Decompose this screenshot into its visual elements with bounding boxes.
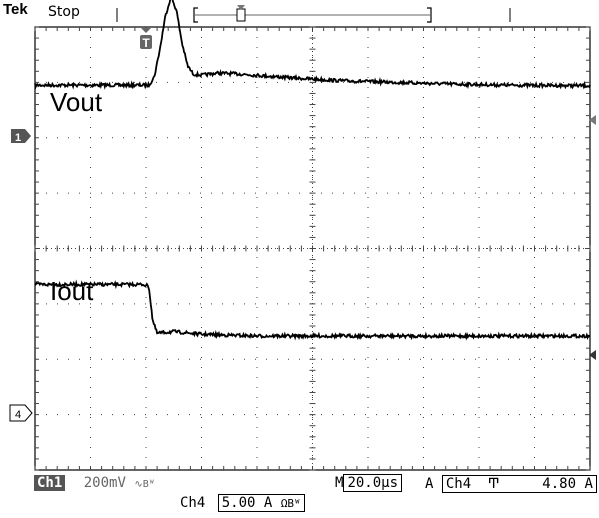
trigger-mode: A xyxy=(425,476,434,492)
record-window-marker xyxy=(236,8,246,22)
brand-label: Tek xyxy=(3,1,28,18)
ch4-tag: Ch4 xyxy=(180,495,206,511)
timebase-prefix: M xyxy=(335,475,344,491)
ch4-impedance-icon: ΩBᵂ xyxy=(280,497,301,510)
ch4-ground-marker: 4 xyxy=(9,404,33,422)
ch1-readout: Ch1 200mV ∿Bᵂ xyxy=(34,475,155,491)
record-position-bar xyxy=(116,5,511,23)
trigger-level-marker xyxy=(589,350,596,360)
ch1-tag: Ch1 xyxy=(34,475,66,491)
graticule xyxy=(34,26,591,471)
series-label-vout: Vout xyxy=(50,87,103,117)
trigger-info-box: Ch4 Ͳ 4.80 A xyxy=(441,475,597,493)
ch1-ground-marker: 1 xyxy=(11,129,31,144)
trigger-slope-icon: Ͳ xyxy=(487,476,500,492)
ch1-offset-marker xyxy=(589,115,596,125)
series-label-iout: Iout xyxy=(50,276,94,306)
ch4-scale: 5.00 A xyxy=(221,495,273,511)
trigger-readout: A Ch4 Ͳ 4.80 A xyxy=(425,475,597,493)
acquisition-status: Stop xyxy=(48,4,80,20)
ch4-scale-box: 5.00 A ΩBᵂ xyxy=(217,494,305,512)
ch1-marker-label: 1 xyxy=(15,132,21,144)
ch1-scale: 200mV xyxy=(83,475,126,491)
timebase-readout: M 20.0µs xyxy=(335,474,403,492)
trigger-position-marker: T xyxy=(140,28,152,50)
ch4-readout: Ch4 5.00 A ΩBᵂ xyxy=(180,494,305,512)
series-line-iout xyxy=(34,279,591,341)
trigger-source: Ch4 xyxy=(445,476,472,492)
timebase-value: 20.0µs xyxy=(343,474,403,492)
trigger-level: 4.80 A xyxy=(542,476,593,492)
series-line-vout xyxy=(34,0,591,90)
trigger-marker-label: T xyxy=(142,36,150,50)
ch4-marker-label: 4 xyxy=(15,409,21,421)
record-trigger-pointer xyxy=(237,5,245,10)
traces xyxy=(34,0,591,341)
ch1-bandwidth-icon: ∿Bᵂ xyxy=(134,479,155,490)
